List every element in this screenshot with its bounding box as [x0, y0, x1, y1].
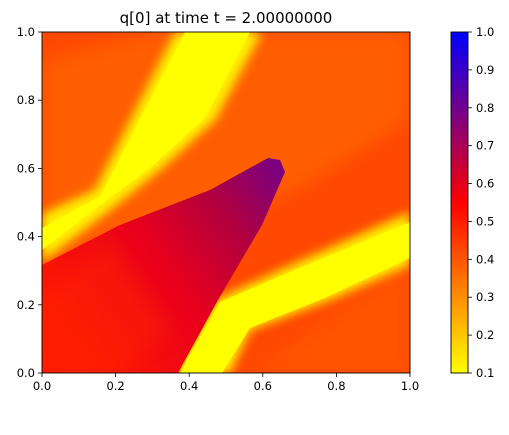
- yellow-band-upper-core: [42, 32, 250, 250]
- colorbar-tick-label: 0.9: [476, 63, 494, 77]
- plot-frame: [41, 31, 411, 374]
- colorbar-tick-label: 0.3: [476, 290, 494, 304]
- y-tick-label: 0.0: [17, 366, 35, 380]
- y-tick-label: 0.6: [17, 161, 35, 175]
- y-tick-label: 1.0: [17, 25, 35, 39]
- colorbar-tick-label: 0.8: [476, 101, 494, 115]
- y-tick-label: 0.2: [17, 298, 35, 312]
- colorbar-tick-label: 0.5: [476, 214, 494, 228]
- y-tick-label: 0.4: [17, 230, 35, 244]
- field-orange-glow-upper: [42, 32, 410, 270]
- colorbar-tick-label: 0.2: [476, 328, 494, 342]
- x-tick-label: 0.2: [106, 379, 124, 393]
- x-tick-label: 0.6: [254, 379, 272, 393]
- yellow-band-lower-core: [180, 222, 410, 373]
- x-tick-label: 0.8: [327, 379, 345, 393]
- x-tick-label: 1.0: [401, 379, 419, 393]
- plot-area: [42, 32, 410, 373]
- colorbar: [451, 32, 468, 373]
- colorbar-tick-label: 0.1: [476, 366, 494, 380]
- field-orange-glow-lower: [250, 260, 410, 373]
- x-axis: 0.0 0.2 0.4 0.6 0.8 1.0: [33, 373, 419, 393]
- y-axis: 0.0 0.2 0.4 0.6 0.8 1.0: [17, 25, 42, 380]
- colorbar-tick-label: 0.4: [476, 252, 494, 266]
- wedge-shading: [42, 240, 170, 373]
- colorbar-frame: [450, 31, 469, 374]
- colorbar-axis: 0.1 0.2 0.3 0.4 0.5 0.6 0.7 0.8 0.9 1.0: [468, 25, 494, 380]
- chart-title: q[0] at time t = 2.00000000: [120, 9, 333, 27]
- colorbar-tick-label: 1.0: [476, 25, 494, 39]
- colorbar-tick-label: 0.7: [476, 139, 494, 153]
- colorbar-tick-label: 0.6: [476, 177, 494, 191]
- x-tick-label: 0.4: [180, 379, 198, 393]
- x-tick-label: 0.0: [33, 379, 51, 393]
- y-tick-label: 0.8: [17, 93, 35, 107]
